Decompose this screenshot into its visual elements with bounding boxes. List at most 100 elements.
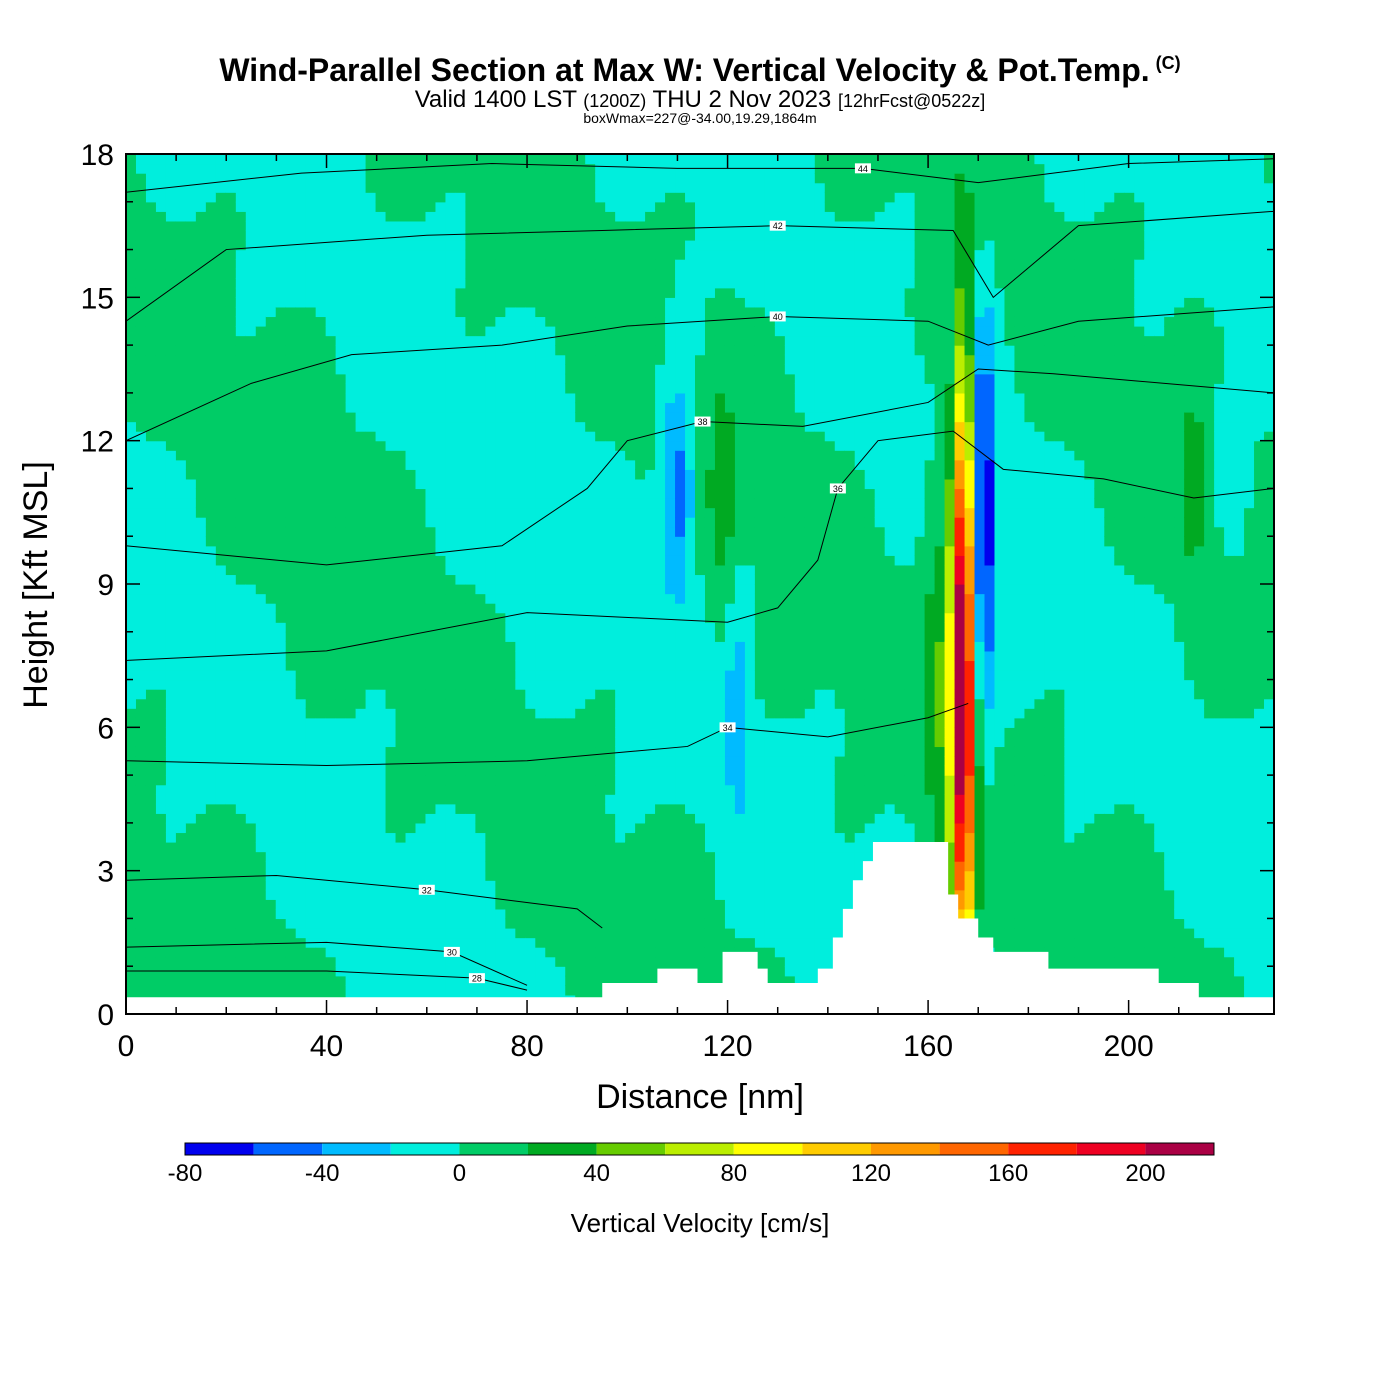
w-cell <box>155 354 167 365</box>
w-cell <box>465 220 476 232</box>
w-cell <box>185 947 197 958</box>
w-cell <box>235 603 247 614</box>
w-cell <box>285 813 297 824</box>
w-cell <box>485 488 496 499</box>
w-cell <box>335 574 347 585</box>
w-cell <box>295 392 307 404</box>
w-cell <box>325 412 337 423</box>
w-cell <box>455 402 467 413</box>
w-cell <box>155 373 167 384</box>
w-cell <box>335 593 347 604</box>
w-cell <box>485 593 496 604</box>
w-cell <box>345 584 357 595</box>
w-cell <box>415 679 427 690</box>
w-cell <box>245 899 257 910</box>
w-cell <box>165 641 177 652</box>
w-cell <box>585 230 596 241</box>
w-cell <box>375 555 387 566</box>
w-cell <box>355 507 367 518</box>
w-cell <box>126 220 137 232</box>
w-cell <box>525 794 536 805</box>
w-cell <box>335 498 347 509</box>
w-cell <box>215 220 227 232</box>
w-cell <box>445 698 457 709</box>
w-cell <box>305 373 317 384</box>
w-cell <box>205 746 217 757</box>
w-cell <box>485 220 496 232</box>
w-cell <box>595 488 606 499</box>
w-cell <box>235 584 247 595</box>
w-cell <box>525 746 536 757</box>
w-cell <box>425 985 437 996</box>
w-cell <box>565 937 576 948</box>
w-cell <box>555 154 566 165</box>
w-cell <box>145 545 157 556</box>
w-cell <box>465 555 476 566</box>
w-cell <box>485 641 496 652</box>
w-cell <box>275 517 287 528</box>
w-cell <box>505 784 516 795</box>
w-cell <box>285 555 297 566</box>
w-cell <box>395 450 407 461</box>
w-cell <box>245 421 257 432</box>
w-cell <box>395 861 407 872</box>
w-cell <box>415 450 427 461</box>
w-cell <box>575 555 586 566</box>
w-cell <box>515 259 526 270</box>
w-cell <box>665 517 676 528</box>
w-cell <box>565 402 576 413</box>
w-cell <box>605 192 616 203</box>
w-cell <box>275 889 287 900</box>
w-cell <box>235 593 247 604</box>
w-cell <box>615 956 626 967</box>
w-cell <box>565 326 576 337</box>
w-cell <box>425 622 437 633</box>
w-cell <box>525 345 536 356</box>
w-cell <box>615 163 626 174</box>
w-cell <box>495 326 506 337</box>
w-cell <box>135 469 147 480</box>
w-cell <box>275 440 287 451</box>
w-cell <box>435 268 447 279</box>
w-cell <box>155 574 167 585</box>
w-cell <box>405 335 417 346</box>
w-cell <box>435 354 447 365</box>
w-cell <box>365 861 377 872</box>
w-cell <box>325 431 337 442</box>
w-cell <box>205 306 217 318</box>
w-cell <box>385 794 397 805</box>
w-cell <box>275 746 287 757</box>
w-cell <box>185 660 197 671</box>
w-cell <box>335 956 347 967</box>
w-cell <box>505 918 516 929</box>
w-cell <box>265 440 277 451</box>
w-cell <box>275 851 287 862</box>
w-cell <box>245 373 257 384</box>
w-cell <box>365 641 377 652</box>
w-cell <box>395 249 407 260</box>
w-cell <box>405 421 417 432</box>
w-cell <box>145 928 157 939</box>
w-cell <box>275 268 287 279</box>
w-cell <box>655 421 666 432</box>
w-cell <box>645 603 656 614</box>
w-cell <box>605 746 616 757</box>
w-cell <box>445 803 457 814</box>
w-cell <box>455 880 467 891</box>
w-cell <box>535 507 546 518</box>
w-cell <box>645 173 656 184</box>
w-cell <box>235 880 247 891</box>
w-cell <box>535 870 546 881</box>
w-cell <box>425 727 437 738</box>
w-cell <box>425 631 437 642</box>
w-cell <box>185 975 197 986</box>
w-cell <box>355 383 367 394</box>
w-cell <box>175 822 187 834</box>
w-cell <box>205 201 217 212</box>
w-cell <box>185 306 197 318</box>
w-cell <box>175 373 187 384</box>
w-cell <box>465 297 476 308</box>
w-cell <box>205 192 217 203</box>
w-cell <box>225 364 237 375</box>
